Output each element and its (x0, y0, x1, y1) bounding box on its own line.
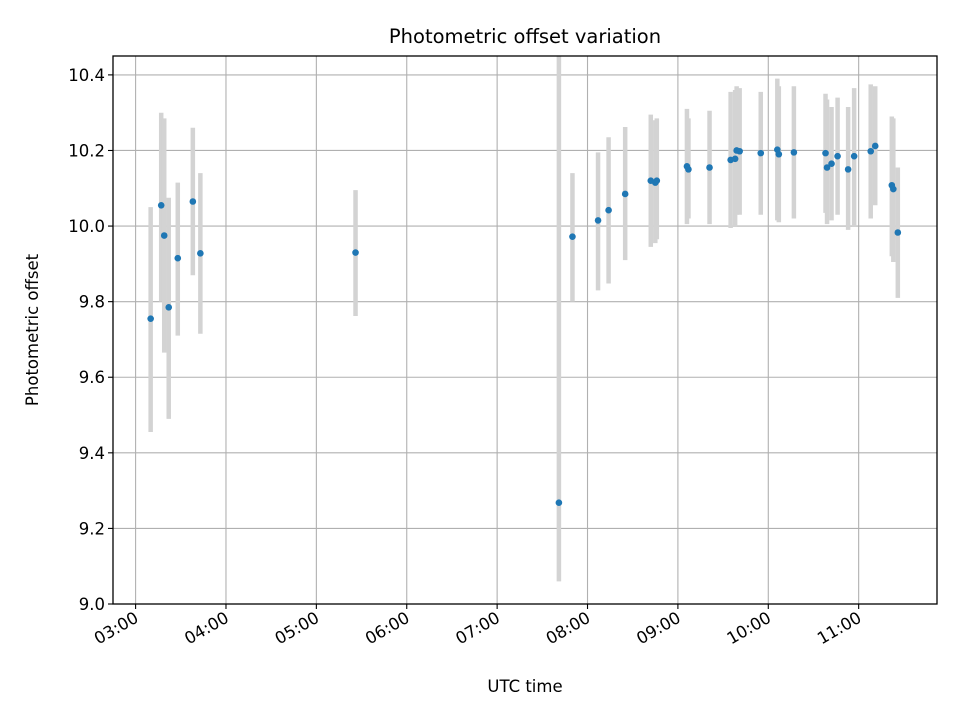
data-point (147, 315, 154, 322)
y-axis-title: Photometric offset (23, 253, 42, 406)
data-point (706, 164, 713, 171)
y-tick-label: 10.0 (68, 217, 105, 236)
data-point (555, 499, 563, 507)
data-point (834, 152, 841, 160)
y-tick-label: 10.2 (68, 141, 105, 160)
data-points (147, 142, 902, 507)
data-point (352, 249, 359, 256)
data-point (822, 149, 829, 157)
data-point (850, 152, 858, 160)
data-point (844, 166, 852, 173)
data-point (189, 198, 197, 205)
grid-lines (113, 56, 937, 605)
y-tick-label: 9.6 (79, 368, 105, 387)
data-point (594, 217, 602, 224)
data-point (165, 304, 173, 311)
data-point (823, 164, 831, 171)
data-point (757, 149, 765, 157)
data-point (160, 232, 168, 239)
data-point (894, 229, 902, 236)
data-point (174, 254, 182, 262)
data-point (731, 155, 739, 163)
data-point (871, 142, 879, 150)
y-tick-label: 10.4 (68, 66, 105, 85)
y-axis-ticks: 9.0 9.2 9.4 9.6 9.8 10.0 10.2 10.4 (68, 66, 113, 614)
y-tick-label: 9.0 (79, 595, 105, 614)
x-axis-title: UTC time (487, 677, 562, 696)
data-point (605, 206, 612, 214)
data-point (569, 233, 576, 240)
data-point (867, 147, 875, 155)
data-point (685, 166, 692, 173)
y-tick-label: 9.8 (79, 293, 105, 312)
y-tick-label: 9.4 (79, 444, 105, 463)
data-point (621, 190, 629, 198)
data-point (736, 147, 743, 155)
data-point (890, 185, 897, 193)
data-point (653, 177, 661, 185)
data-point (775, 150, 783, 158)
y-tick-label: 9.2 (79, 519, 105, 538)
data-point (157, 201, 165, 209)
data-point (828, 160, 835, 168)
data-point (197, 249, 204, 257)
plot-frame (112, 55, 938, 605)
data-point (790, 149, 798, 156)
chart-title: Photometric offset variation (389, 25, 661, 48)
